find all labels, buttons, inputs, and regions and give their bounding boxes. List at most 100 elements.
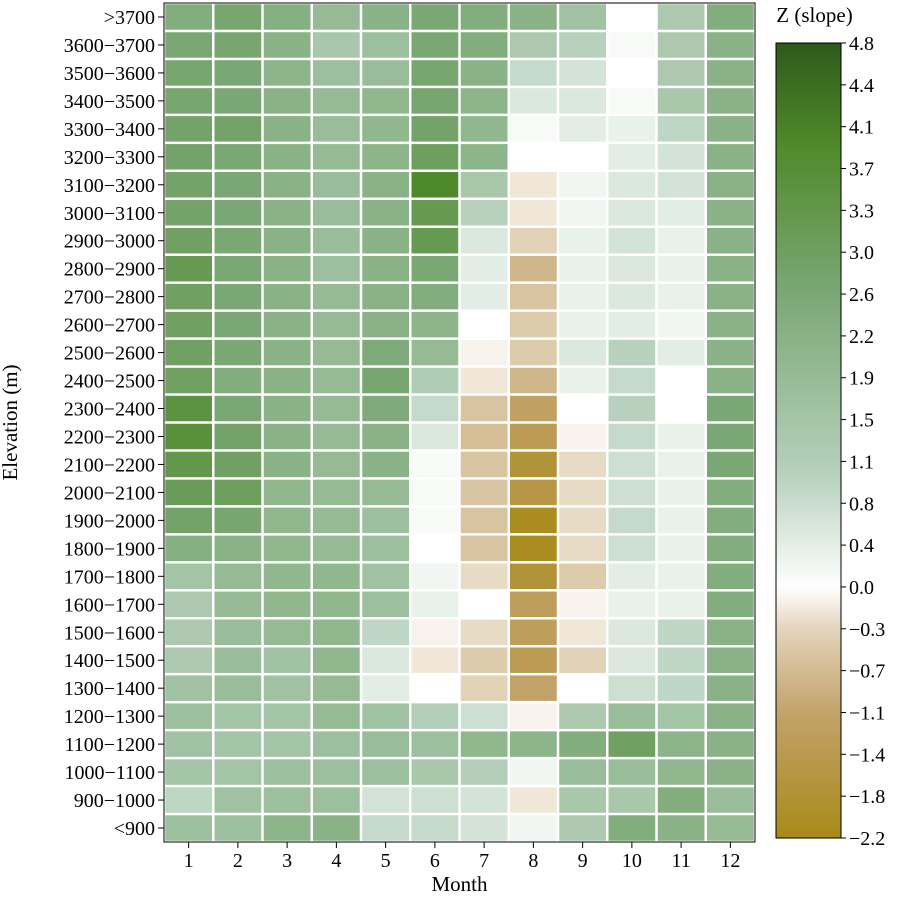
heatmap-cell xyxy=(510,88,557,114)
heatmap-cell xyxy=(608,535,656,562)
heatmap-cell xyxy=(362,88,409,114)
heatmap-cell xyxy=(510,116,557,142)
heatmap-cell xyxy=(559,759,606,785)
heatmap-cell xyxy=(362,507,409,534)
colorbar-tick-label: 0.0 xyxy=(849,577,874,599)
heatmap-cell xyxy=(707,88,754,114)
heatmap-cell xyxy=(510,591,557,618)
heatmap-cell xyxy=(411,647,459,673)
heatmap-cell xyxy=(263,283,311,310)
heatmap-cell xyxy=(707,339,754,366)
heatmap-cell xyxy=(411,367,459,394)
heatmap-cell xyxy=(657,88,705,114)
heatmap-cell xyxy=(214,172,262,198)
heatmap-cell xyxy=(362,255,409,282)
heatmap-cell xyxy=(214,339,262,366)
heatmap-cell xyxy=(362,731,409,757)
heatmap-cell xyxy=(460,367,508,394)
colorbar-tick-label: −1.4 xyxy=(849,744,885,766)
heatmap-cell xyxy=(608,647,656,673)
heatmap-cell xyxy=(707,507,754,534)
heatmap-cell xyxy=(707,423,754,450)
colorbar-tick-label: 4.4 xyxy=(849,75,874,97)
heatmap-cell xyxy=(214,367,262,394)
heatmap-cell xyxy=(608,172,656,198)
heatmap-cell xyxy=(559,703,606,729)
heatmap-cell xyxy=(165,563,212,590)
heatmap-cell xyxy=(313,172,360,198)
heatmap-cell xyxy=(214,451,262,478)
heatmap-cell xyxy=(362,647,409,673)
heatmap-cell xyxy=(313,255,360,282)
heatmap-cell xyxy=(707,60,754,86)
heatmap-cell xyxy=(657,731,705,757)
heatmap-cell xyxy=(362,787,409,813)
heatmap-cell xyxy=(362,283,409,310)
heatmap-cell xyxy=(165,423,212,450)
heatmap-cell xyxy=(313,703,360,729)
y-tick-label: >3700 xyxy=(104,7,155,29)
colorbar-tick-label: 0.4 xyxy=(849,535,874,557)
heatmap-cell xyxy=(608,787,656,813)
heatmap-cell xyxy=(313,815,360,841)
heatmap-cell xyxy=(559,395,606,422)
heatmap-cell xyxy=(707,759,754,785)
heatmap-cell xyxy=(165,703,212,729)
heatmap-cell xyxy=(313,200,360,226)
heatmap-cell xyxy=(510,563,557,590)
heatmap-cell xyxy=(460,479,508,506)
heatmap-cell xyxy=(657,759,705,785)
y-tick-label: 2200−2300 xyxy=(64,426,155,448)
heatmap-cell xyxy=(657,507,705,534)
heatmap-cell xyxy=(263,815,311,841)
colorbar-tick-label: 2.2 xyxy=(849,326,874,348)
heatmap-cell xyxy=(214,423,262,450)
heatmap-cell xyxy=(214,227,262,254)
y-tick-label: 1400−1500 xyxy=(64,650,155,672)
heatmap-cell xyxy=(707,116,754,142)
heatmap-cell xyxy=(657,60,705,86)
heatmap-cell xyxy=(165,451,212,478)
heatmap-cell xyxy=(460,703,508,729)
heatmap-cell xyxy=(362,451,409,478)
heatmap-cell xyxy=(263,172,311,198)
heatmap-cell xyxy=(214,200,262,226)
heatmap-cell xyxy=(362,116,409,142)
colorbar-tick-label: −2.2 xyxy=(849,828,885,850)
heatmap-cell xyxy=(165,32,212,58)
heatmap-cell xyxy=(263,451,311,478)
y-tick-label: 3200−3300 xyxy=(64,147,155,169)
heatmap-cell xyxy=(559,451,606,478)
heatmap-cell xyxy=(165,479,212,506)
heatmap-cell xyxy=(460,759,508,785)
heatmap-cell xyxy=(460,255,508,282)
plot-frame xyxy=(163,2,756,843)
heatmap-cell xyxy=(313,507,360,534)
heatmap-cell xyxy=(657,647,705,673)
heatmap-cell xyxy=(460,172,508,198)
heatmap-cell xyxy=(559,200,606,226)
heatmap-cell xyxy=(657,144,705,170)
heatmap-cell xyxy=(460,619,508,645)
heatmap-cell xyxy=(313,227,360,254)
heatmap-cell xyxy=(608,32,656,58)
heatmap-cell xyxy=(411,144,459,170)
y-tick-label: 900−1000 xyxy=(74,790,155,812)
heatmap-cell xyxy=(460,88,508,114)
heatmap-cell xyxy=(559,507,606,534)
heatmap-cell xyxy=(608,144,656,170)
heatmap-cell xyxy=(411,116,459,142)
heatmap-cell xyxy=(460,395,508,422)
heatmap-cell xyxy=(460,227,508,254)
heatmap-cell xyxy=(411,283,459,310)
heatmap-cell xyxy=(510,703,557,729)
heatmap-cell xyxy=(559,60,606,86)
heatmap-cell xyxy=(460,815,508,841)
y-tick-label: 1700−1800 xyxy=(64,566,155,588)
heatmap-cell xyxy=(608,200,656,226)
heatmap-cell xyxy=(411,731,459,757)
y-tick-label: 1600−1700 xyxy=(64,594,155,616)
heatmap-cell xyxy=(657,32,705,58)
y-tick-label: 1000−1100 xyxy=(64,762,155,784)
colorbar-tick-label: 1.1 xyxy=(849,451,874,473)
